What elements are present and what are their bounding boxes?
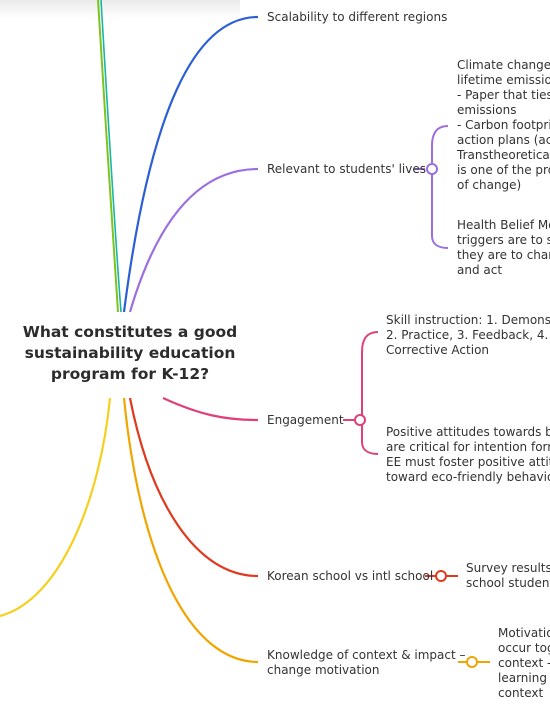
branch-line-teal [100,0,122,313]
note-line: context -> [498,656,550,670]
note-line: action plans (acco [457,133,550,147]
topic-scalability[interactable]: Scalability to different regions [267,10,448,24]
topic-knowledge-line-2: change motivation [267,663,380,677]
note-engagement-2[interactable]: Positive attitudes towards beh are criti… [386,425,550,485]
note-line: EE must foster positive attitud [386,455,550,469]
note-line: triggers are to stu [457,233,550,247]
branch-line-relevant [128,167,259,313]
topic-korean[interactable]: Korean school vs intl school [267,569,434,583]
relevant-node-dot [426,163,438,175]
top-shadow [0,0,240,18]
topic-relevant[interactable]: Relevant to students' lives [267,162,426,176]
note-line: - Paper that ties c [457,88,550,102]
branch-line-engagement [162,397,259,422]
topic-knowledge[interactable]: Knowledge of context & impact – change m… [267,648,466,678]
topic-engagement[interactable]: Engagement [267,413,344,427]
note-line: - Carbon footprin [457,118,550,132]
branch-line-yellow [0,397,112,618]
engagement-subtree [361,331,379,455]
note-line: lifetime emissions [457,73,550,87]
relevant-subtree [431,125,449,249]
note-line: Transtheoretical M [457,148,550,162]
korean-node-dot [435,570,447,582]
note-line: Motivatio [498,626,550,640]
note-line: school students [466,576,550,590]
note-relevant-1[interactable]: Climate change & lifetime emissions - Pa… [457,58,550,193]
note-line: occur tog [498,641,550,655]
note-line: Skill instruction: 1. Demonstrat [386,313,550,327]
note-line: are critical for intention format [386,440,550,454]
note-line: learning c [498,671,550,685]
note-korean[interactable]: Survey results fr school students [466,561,550,591]
note-line: Corrective Action [386,343,490,357]
branch-line-scalability [122,15,259,313]
note-line: is one of the proc [457,163,550,177]
note-line: context [498,686,544,700]
central-topic[interactable]: What constitutes a good sustainability e… [10,322,250,385]
note-line: emissions [457,103,517,117]
note-line: Survey results fr [466,561,550,575]
note-knowledge[interactable]: Motivatio occur tog context -> learning … [498,626,550,701]
note-line: Health Belief Mod [457,218,550,232]
note-engagement-1[interactable]: Skill instruction: 1. Demonstrat 2. Prac… [386,313,550,358]
central-topic-line-3: program for K-12? [50,365,210,383]
note-line: 2. Practice, 3. Feedback, 4. [386,328,549,342]
branch-line-korean [128,397,259,578]
note-line: of change) [457,178,522,192]
note-line: toward eco-friendly behavior [386,470,550,484]
branch-line-green [97,0,119,313]
central-topic-line-2: sustainability education [24,344,236,362]
topic-knowledge-line-1: Knowledge of context & impact – [267,648,466,662]
central-topic-line-1: What constitutes a good [22,323,238,341]
note-line: they are to chang [457,248,550,262]
note-relevant-2[interactable]: Health Belief Mod triggers are to stu th… [457,218,550,278]
note-line: Positive attitudes towards beh [386,425,550,439]
note-line: and act [457,263,503,277]
branch-line-knowledge [122,397,259,664]
note-line: Climate change & [457,58,550,72]
engagement-node-dot [354,414,366,426]
knowledge-node-dot [466,656,478,668]
